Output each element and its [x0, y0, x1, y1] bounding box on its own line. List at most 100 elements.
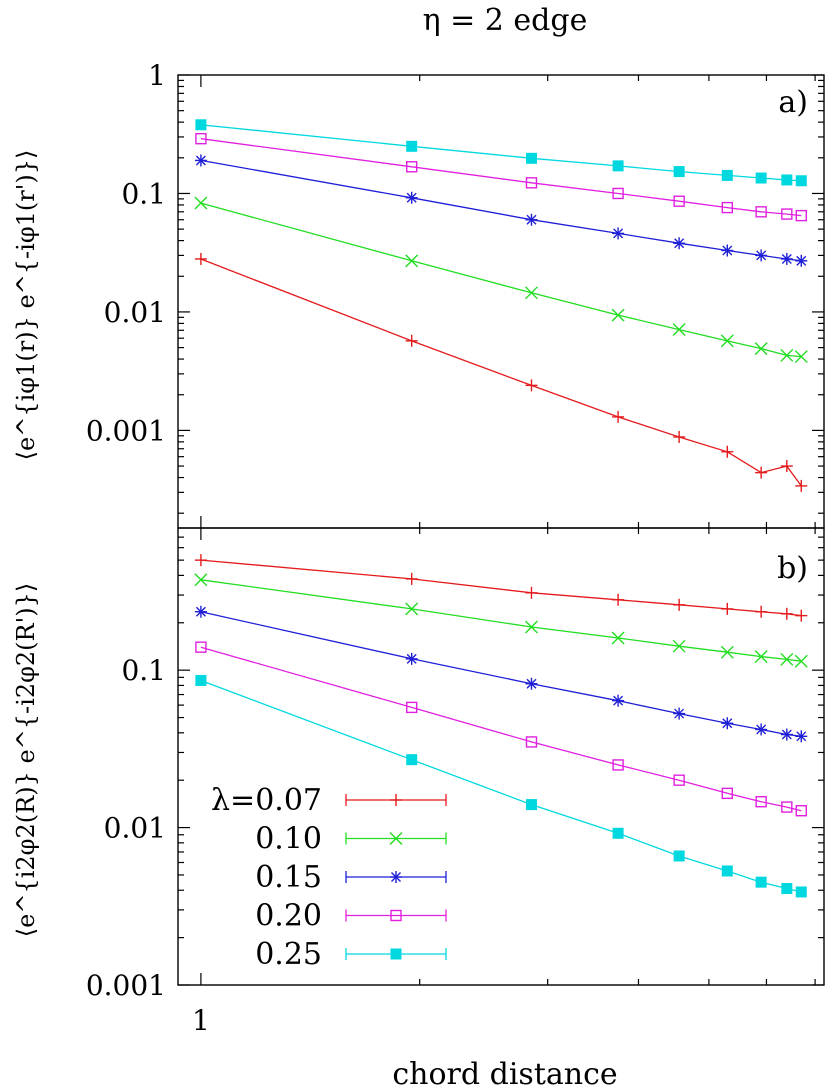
panel-b-series-2-point-6 [755, 723, 768, 736]
legend-label: 0.10 [255, 822, 322, 857]
panel-b-series-4-point-5 [721, 865, 733, 877]
panel-b-series-line-0 [200, 559, 802, 617]
panel-a-series-3-point-8 [795, 209, 807, 222]
panel-a-series-1-point-4 [672, 323, 686, 337]
panel-a-series-2-point-5 [721, 244, 734, 257]
panel-b-series-4-point-2 [525, 799, 537, 811]
panel-a-series-4-point-5 [721, 169, 733, 181]
panel-a-series-0-point-0 [194, 252, 207, 265]
panel-b-series-0-point-4 [673, 598, 686, 611]
panel-b-series-1-point-2 [524, 620, 538, 634]
panel-a-ytick-label: 0.001 [86, 414, 166, 447]
legend-entry: 0.10 [255, 822, 447, 857]
panel-b-ylabel: ⟨e^{i2φ2(R)} e^{-i2φ2(R')}⟩ [12, 583, 40, 937]
panel-b-series-0-point-6 [755, 605, 768, 618]
panel-b-series-1-point-8 [794, 654, 808, 668]
panel-b-ticks: 0.1 0.01 0.001 [86, 528, 824, 1002]
panel-b-series-2-point-3 [612, 694, 625, 707]
panel-a-series-1-point-5 [720, 334, 734, 348]
panel-a-series-4-point-4 [673, 166, 685, 178]
panel-a-series-4-point-1 [406, 140, 418, 152]
legend-marker [390, 909, 402, 922]
panel-a-ytick-label: 1 [148, 59, 166, 92]
panel-b-series-4-point-3 [612, 827, 624, 839]
panel-a-series-1-point-1 [405, 254, 419, 268]
panel-b-series-3-point-6 [755, 796, 767, 808]
panel-b-series-3-point-8 [795, 805, 807, 817]
panel-b-series-3-point-4 [673, 774, 685, 786]
panel-b-series-1-point-3 [611, 631, 625, 645]
panel-b-series-line-3 [200, 646, 802, 812]
legend-entry: λ=0.07 [211, 783, 447, 818]
panel-a-series-1-point-0 [194, 196, 208, 210]
panel-b-series-3-point-3 [612, 759, 624, 771]
panel-b-series-2-point-7 [780, 728, 793, 741]
panel-a-series-2-point-3 [612, 227, 625, 240]
panel-b-ytick-label: 0.01 [104, 812, 166, 845]
panel-b-series-2-point-5 [721, 717, 734, 730]
panel-a-series-line-3 [200, 138, 802, 217]
panel-a-series-1-point-7 [780, 348, 794, 362]
panel-b-series-0-point-3 [612, 593, 625, 606]
panel-b-series-0-point-0 [194, 554, 207, 567]
panel-a-series-0-point-1 [405, 334, 418, 347]
panel-a-series-line-2 [200, 159, 802, 262]
panel-a-series-3-point-0 [195, 132, 207, 145]
panel-a-series-2-point-7 [780, 252, 793, 265]
x-axis-label: chord distance [392, 1057, 617, 1092]
panel-a-series-3-point-5 [721, 201, 733, 214]
panel-a-ylabel: ⟨e^{iφ1(r)} e^{-iφ1(r')}⟩ [12, 150, 40, 461]
panel-b-series-4-point-6 [755, 876, 767, 888]
panel-a-series-line-0 [200, 258, 802, 487]
legend-marker [389, 832, 403, 845]
panel-b-series-4-point-1 [406, 754, 418, 766]
panel-a-series-3-point-7 [781, 208, 793, 220]
legend-label: 0.20 [255, 899, 322, 934]
panel-b-series-1-point-7 [780, 652, 794, 666]
panel-b-series-2-point-1 [405, 652, 418, 665]
panel-a-series-2-point-1 [405, 191, 418, 204]
panel-b-series-1-point-6 [754, 650, 768, 664]
panel-a-series-0-point-7 [780, 460, 793, 473]
panel-b-series-4-point-4 [673, 850, 685, 862]
panel-b: b) ⟨e^{i2φ2(R)} e^{-i2φ2(R')}⟩ 0.10.010.… [12, 527, 825, 1002]
panel-b-frame [177, 527, 825, 986]
panel-b-series-1-point-1 [405, 602, 419, 616]
legend-marker [390, 794, 402, 806]
panel-b-series-line-2 [200, 611, 802, 737]
panel-b-series-1-point-5 [720, 645, 734, 659]
panel-b-series-1-point-0 [194, 573, 208, 587]
panel-a-series-0-point-2 [525, 379, 538, 392]
xtick-label: 1 [192, 1004, 210, 1037]
legend-label: λ=0.07 [211, 783, 322, 818]
panel-b-series-2-point-4 [673, 707, 686, 720]
panel-b-series-2-point-0 [194, 605, 207, 618]
panel-a-series-2-point-8 [795, 254, 808, 267]
panel-a-label: a) [778, 85, 808, 120]
panel-a-series-line-4 [200, 124, 802, 182]
panel-a-series-0-point-6 [755, 466, 768, 479]
panel-b-series-3-point-2 [525, 736, 538, 748]
panel-a-ytick-label: 0.1 [121, 177, 166, 210]
panel-b-ytick-label: 0.001 [86, 969, 166, 1002]
legend-entry: 0.20 [255, 899, 447, 934]
panel-a-frame [177, 74, 825, 529]
panel-a-series-3-point-6 [755, 206, 767, 218]
panel-a-series-4-point-6 [755, 172, 767, 184]
panel-a-series-2-point-6 [755, 249, 768, 262]
panel-a-series-1-point-8 [794, 350, 808, 364]
chart-title: η = 2 edge [423, 3, 588, 38]
panel-b-label: b) [777, 551, 808, 586]
panel-b-series-3-point-7 [781, 801, 793, 813]
panel-b-series-0-point-8 [795, 609, 808, 622]
panel-b-series-0-point-7 [780, 607, 793, 620]
panel-a: a) ⟨e^{iφ1(r)} e^{-iφ1(r')}⟩ 1 0.1 0.01 0.0… [12, 59, 825, 529]
legend-label: 0.15 [255, 860, 322, 895]
panel-b-ytick-label: 0.1 [121, 654, 166, 687]
panel-a-series-1-point-2 [524, 286, 538, 300]
panel-a-series-1-point-6 [754, 342, 768, 356]
panel-a-ticks: 1 0.1 0.01 0.001 [86, 59, 824, 528]
panel-b-series-0-point-5 [721, 602, 734, 615]
panel-a-series-0-point-4 [673, 430, 686, 443]
